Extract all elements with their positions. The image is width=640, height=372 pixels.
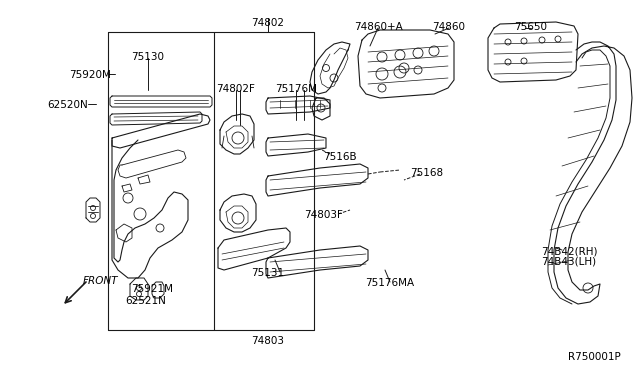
- Text: 74B43(LH): 74B43(LH): [541, 257, 596, 267]
- Text: 75176M: 75176M: [275, 84, 317, 94]
- Text: 62520N: 62520N: [47, 100, 88, 110]
- Text: 75921M: 75921M: [131, 284, 173, 294]
- Text: 74802: 74802: [252, 18, 285, 28]
- Text: 75176MA: 75176MA: [365, 278, 415, 288]
- Text: 74803F: 74803F: [305, 210, 344, 220]
- Text: 75131: 75131: [252, 268, 285, 278]
- Text: FRONT: FRONT: [83, 276, 118, 286]
- Text: 75920M: 75920M: [69, 70, 111, 80]
- Text: 74B42(RH): 74B42(RH): [541, 246, 597, 256]
- Text: 7516B: 7516B: [323, 152, 357, 162]
- Text: 75130: 75130: [131, 52, 164, 62]
- Text: R750001P: R750001P: [568, 352, 620, 362]
- Text: 74860+A: 74860+A: [354, 22, 403, 32]
- Text: 75650: 75650: [515, 22, 547, 32]
- Text: 74803: 74803: [252, 336, 285, 346]
- Text: 75168: 75168: [410, 168, 444, 178]
- Text: 62521N: 62521N: [125, 296, 166, 306]
- Text: 74802F: 74802F: [216, 84, 255, 94]
- Text: 74860: 74860: [433, 22, 465, 32]
